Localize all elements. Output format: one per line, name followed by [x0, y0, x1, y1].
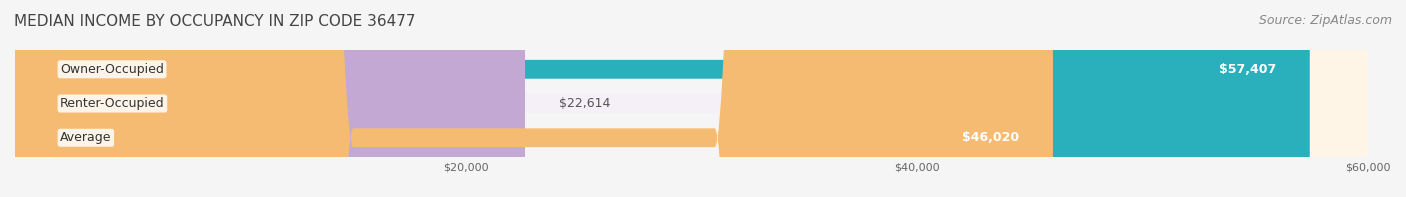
FancyBboxPatch shape [15, 0, 1310, 197]
Text: $46,020: $46,020 [962, 131, 1019, 144]
Text: Owner-Occupied: Owner-Occupied [60, 63, 165, 76]
FancyBboxPatch shape [15, 0, 1368, 197]
Text: MEDIAN INCOME BY OCCUPANCY IN ZIP CODE 36477: MEDIAN INCOME BY OCCUPANCY IN ZIP CODE 3… [14, 14, 416, 29]
Text: $22,614: $22,614 [558, 97, 610, 110]
FancyBboxPatch shape [15, 0, 1368, 197]
FancyBboxPatch shape [15, 0, 524, 197]
FancyBboxPatch shape [15, 0, 1368, 197]
Text: Average: Average [60, 131, 111, 144]
FancyBboxPatch shape [15, 0, 1053, 197]
Text: Source: ZipAtlas.com: Source: ZipAtlas.com [1258, 14, 1392, 27]
Text: $57,407: $57,407 [1219, 63, 1275, 76]
Text: Renter-Occupied: Renter-Occupied [60, 97, 165, 110]
